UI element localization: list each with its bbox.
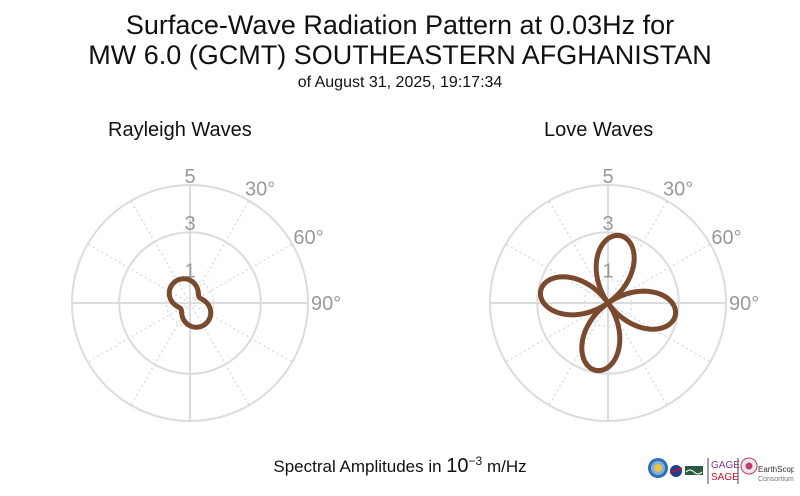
nasa-logo — [669, 465, 683, 477]
radiation-pattern-curve-1 — [166, 276, 214, 330]
chart-title-line-2: MW 6.0 (GCMT) SOUTHEASTERN AFGHANISTAN — [88, 40, 712, 70]
radial-tick-label-3: 3 — [184, 213, 195, 235]
consortium-logo-text: Consortium — [758, 476, 794, 483]
radial-tick-label-3: 3 — [602, 213, 613, 235]
radial-tick-label-5: 5 — [602, 166, 613, 188]
polar-panel-2: 1 3 5 30° 60° 90° — [489, 166, 759, 422]
gage-logo-text: GAGE — [711, 460, 740, 471]
rayleigh-panel-title: Rayleigh Waves — [108, 119, 252, 141]
angle-tick-label-60: 60° — [711, 227, 741, 249]
angle-tick-label-60: 60° — [293, 227, 323, 249]
footer-base: 10 — [446, 455, 469, 477]
footer-prefix: Spectral Amplitudes in — [273, 457, 442, 476]
footer-units: Spectral Amplitudes in 10−3 m/Hz — [0, 454, 800, 478]
footer-exponent: −3 — [468, 454, 483, 468]
polar-panel-1: 1 3 5 30° 60° 90° — [71, 166, 341, 422]
title-block: Surface-Wave Radiation Pattern at 0.03Hz… — [0, 10, 800, 93]
nsf-logo — [648, 458, 668, 478]
chart-subtitle-date: of August 31, 2025, 19:17:34 — [297, 74, 503, 91]
angle-tick-label-30: 30° — [663, 179, 693, 201]
earthscope-logo — [740, 457, 758, 475]
radial-tick-label-5: 5 — [184, 166, 195, 188]
usgs-logo — [685, 466, 703, 475]
angle-tick-label-90: 90° — [311, 293, 341, 315]
radiation-pattern-curve-1 — [537, 232, 679, 374]
angle-tick-label-30: 30° — [245, 179, 275, 201]
sponsor-logos: GAGE SAGE EarthScope Consortium — [648, 457, 794, 484]
love-panel-title: Love Waves — [544, 119, 654, 141]
sage-logo-text: SAGE — [711, 472, 739, 483]
footer-unit: m/Hz — [486, 457, 527, 476]
earthscope-logo-text: EarthScope — [758, 465, 794, 474]
radial-tick-label-1: 1 — [602, 260, 613, 282]
chart-title-line-1: Surface-Wave Radiation Pattern at 0.03Hz… — [125, 10, 675, 40]
radial-tick-label-1: 1 — [184, 260, 195, 282]
angle-tick-label-90: 90° — [729, 293, 759, 315]
